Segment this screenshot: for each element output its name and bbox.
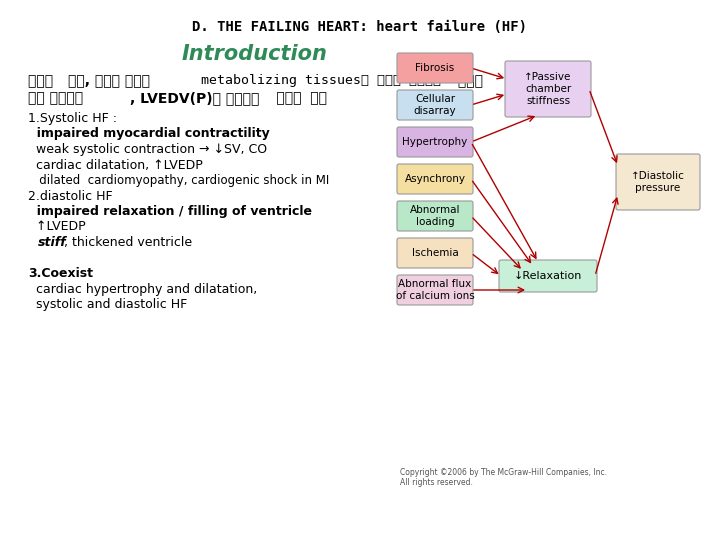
Text: , LVEDV(P)가 증가해야: , LVEDV(P)가 증가해야 xyxy=(130,91,259,105)
FancyBboxPatch shape xyxy=(397,275,473,305)
FancyBboxPatch shape xyxy=(397,201,473,231)
Text: 가능한  상태: 가능한 상태 xyxy=(272,91,327,105)
Text: D. THE FAILING HEART: heart failure (HF): D. THE FAILING HEART: heart failure (HF) xyxy=(192,20,528,34)
Text: ↓Relaxation: ↓Relaxation xyxy=(514,271,582,281)
Text: impaired relaxation / filling of ventricle: impaired relaxation / filling of ventric… xyxy=(28,205,312,218)
Text: impaired myocardial contractility: impaired myocardial contractility xyxy=(28,127,270,140)
Text: 을: 을 xyxy=(495,74,534,88)
Text: 2.diastolic HF: 2.diastolic HF xyxy=(28,190,112,202)
Text: metabolizing tissues의 요구에 부합되게: metabolizing tissues의 요구에 부합되게 xyxy=(193,74,441,87)
Text: Cellular
disarray: Cellular disarray xyxy=(414,94,456,116)
Text: 구조, 기능적 장애로: 구조, 기능적 장애로 xyxy=(68,74,150,88)
Text: systolic and diastolic HF: systolic and diastolic HF xyxy=(28,298,187,311)
Text: cardiac hypertrophy and dilatation,: cardiac hypertrophy and dilatation, xyxy=(28,282,257,295)
Text: cardiac dilatation, ↑LVEDP: cardiac dilatation, ↑LVEDP xyxy=(28,159,203,172)
Text: Asynchrony: Asynchrony xyxy=(405,174,466,184)
Text: , thickened ventricle: , thickened ventricle xyxy=(64,236,192,249)
Text: dilated  cardiomyopathy, cardiogenic shock in MI: dilated cardiomyopathy, cardiogenic shoc… xyxy=(28,174,329,187)
FancyBboxPatch shape xyxy=(397,238,473,268)
Text: Introduction: Introduction xyxy=(182,44,328,64)
Text: ↑Diastolic
pressure: ↑Diastolic pressure xyxy=(631,171,685,193)
Text: Copyright ©2006 by The McGraw-Hill Companies, Inc.
All rights reserved.: Copyright ©2006 by The McGraw-Hill Compa… xyxy=(400,468,607,488)
Text: Abnormal
loading: Abnormal loading xyxy=(410,205,460,227)
Text: 심장의: 심장의 xyxy=(28,74,58,88)
Text: 하지 못하거나: 하지 못하거나 xyxy=(28,91,83,105)
Text: ↑Passive
chamber
stiffness: ↑Passive chamber stiffness xyxy=(524,72,572,106)
Text: Fibrosis: Fibrosis xyxy=(415,63,454,73)
Text: stiff: stiff xyxy=(38,236,67,249)
Text: 1.Systolic HF :: 1.Systolic HF : xyxy=(28,112,117,125)
Text: ↑LVEDP: ↑LVEDP xyxy=(28,220,86,233)
FancyBboxPatch shape xyxy=(397,127,473,157)
Text: Abnormal flux
of calcium ions: Abnormal flux of calcium ions xyxy=(395,279,474,301)
FancyBboxPatch shape xyxy=(397,164,473,194)
Text: 3.Coexist: 3.Coexist xyxy=(28,267,93,280)
FancyBboxPatch shape xyxy=(505,61,591,117)
Text: Ischemia: Ischemia xyxy=(412,248,459,258)
FancyBboxPatch shape xyxy=(499,260,597,292)
Text: Hypertrophy: Hypertrophy xyxy=(402,137,467,147)
Text: 심박출: 심박출 xyxy=(453,74,483,88)
FancyBboxPatch shape xyxy=(397,90,473,120)
FancyBboxPatch shape xyxy=(616,154,700,210)
Text: weak systolic contraction → ↓SV, CO: weak systolic contraction → ↓SV, CO xyxy=(28,143,267,156)
FancyBboxPatch shape xyxy=(397,53,473,83)
